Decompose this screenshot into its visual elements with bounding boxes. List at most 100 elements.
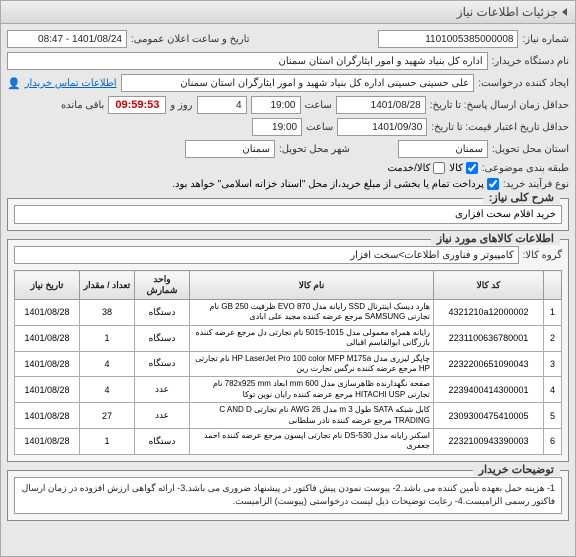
items-section-title: اطلاعات کالاهای مورد نیاز (431, 232, 560, 245)
cell-qty: 1 (80, 325, 135, 351)
purchase-note-text: پرداخت تمام یا بخشی از مبلغ خرید،از محل … (172, 179, 484, 190)
cell-name: صفحه نگهدارنده ظاهرسازی مدل mm 600 ابعاد… (190, 377, 434, 403)
cat-goods-input[interactable] (466, 162, 478, 174)
cell-date: 1401/08/28 (15, 403, 80, 429)
validity-time: 19:00 (252, 118, 302, 136)
cell-idx: 5 (544, 403, 562, 429)
col-qty: تعداد / مقدار (80, 271, 135, 300)
need-no-label: شماره نیاز: (522, 34, 569, 45)
cell-qty: 38 (80, 300, 135, 326)
need-no-field: 1101005385000008 (378, 30, 518, 48)
province-field: سمنان (398, 140, 488, 158)
requester-field: علی حسینی حسینی اداره کل بنیاد شهید و ام… (121, 74, 475, 92)
cell-name: رایانه همراه معمولی مدل 1015-5015 نام تج… (190, 325, 434, 351)
deadline-date: 1401/08/28 (336, 96, 426, 114)
col-code: کد کالا (434, 271, 544, 300)
title-bar: جزئیات اطلاعات نیاز (1, 1, 575, 24)
validity-date: 1401/09/30 (337, 118, 427, 136)
window-title: جزئیات اطلاعات نیاز (457, 5, 558, 19)
contact-link[interactable]: اطلاعات تماس خریدار (25, 78, 117, 89)
city-field: سمنان (185, 140, 275, 158)
cat-service-input[interactable] (433, 162, 445, 174)
deadline-time: 19:00 (251, 96, 301, 114)
items-table: کد کالا نام کالا واحد شمارش تعداد / مقدا… (14, 270, 562, 455)
validity-time-label: ساعت (306, 122, 333, 133)
cell-code: 2239400414300001 (434, 377, 544, 403)
need-desc-field: خرید اقلام سخت افزاری (14, 205, 562, 224)
province-label: استان محل تحویل: (492, 144, 569, 155)
public-time-label: تاریخ و ساعت اعلان عمومی: (131, 34, 250, 45)
col-date: تاریخ نیاز (15, 271, 80, 300)
cat-goods-label: کالا (449, 163, 463, 174)
cell-unit: دستگاه (135, 325, 190, 351)
cell-name: کابل شبکه SATA طول m 3 مدل AWG 26 نام تج… (190, 403, 434, 429)
content-area: شماره نیاز: 1101005385000008 تاریخ و ساع… (1, 24, 575, 527)
cell-code: 2232100943390003 (434, 428, 544, 454)
group-label: گروه کالا: (523, 250, 562, 261)
public-time-field: 1401/08/24 - 08:47 (7, 30, 127, 48)
cell-date: 1401/08/28 (15, 351, 80, 377)
table-row: 14321210a12000002هارد دیسک اینترنال SSD … (15, 300, 562, 326)
notes-section: توضیحات خریدار 1- هزینه حمل بعهده تأمین … (7, 470, 569, 521)
countdown: 09:59:53 (108, 96, 166, 114)
cell-name: هارد دیسک اینترنال SSD رایانه مدل EVO 87… (190, 300, 434, 326)
cell-code: 4321210a12000002 (434, 300, 544, 326)
purchase-type-label: نوع فرآیند خرید: (503, 179, 569, 190)
notes-title: توضیحات خریدار (473, 463, 560, 476)
requester-label: ایجاد کننده درخواست: (478, 78, 569, 89)
cell-name: چاپگر لیزری مدل HP LaserJet Pro 100 colo… (190, 351, 434, 377)
cat-goods-checkbox[interactable]: کالا (449, 162, 478, 174)
cell-code: 2232200651090043 (434, 351, 544, 377)
person-icon: 👤 (7, 77, 21, 90)
cell-unit: عدد (135, 377, 190, 403)
remaining-suffix: روز و (170, 100, 192, 111)
chevron-icon (562, 8, 567, 16)
validity-label: حداقل تاریخ اعتبار قیمت: تا تاریخ: (431, 122, 569, 133)
need-desc-section: شرح کلی نیاز: خرید اقلام سخت افزاری (7, 198, 569, 231)
cell-idx: 2 (544, 325, 562, 351)
remaining-days: 4 (197, 96, 247, 114)
group-field: کامپیوتر و فناوری اطلاعات>سخت افزار (14, 246, 519, 264)
table-row: 22231100636780001رایانه همراه معمولی مدل… (15, 325, 562, 351)
purchase-note-checkbox[interactable]: پرداخت تمام یا بخشی از مبلغ خرید،از محل … (172, 178, 499, 190)
buyer-org-field: اداره کل بنیاد شهید و امور ایثارگران است… (7, 52, 488, 70)
cell-unit: عدد (135, 403, 190, 429)
category-label: طبقه بندی موضوعی: (482, 163, 569, 174)
cell-idx: 1 (544, 300, 562, 326)
cell-idx: 3 (544, 351, 562, 377)
col-idx (544, 271, 562, 300)
city-label: شهر محل تحویل: (279, 144, 350, 155)
remaining-end: باقی مانده (61, 100, 104, 111)
cat-service-label: کالا/خدمت (387, 163, 430, 174)
window: جزئیات اطلاعات نیاز شماره نیاز: 11010053… (0, 0, 576, 557)
items-section: اطلاعات کالاهای مورد نیاز گروه کالا: کام… (7, 239, 569, 462)
cell-qty: 4 (80, 377, 135, 403)
table-header-row: کد کالا نام کالا واحد شمارش تعداد / مقدا… (15, 271, 562, 300)
cell-unit: دستگاه (135, 300, 190, 326)
cell-qty: 27 (80, 403, 135, 429)
col-name: نام کالا (190, 271, 434, 300)
deadline-time-label: ساعت (305, 100, 332, 111)
cell-idx: 6 (544, 428, 562, 454)
table-row: 4 2239400414300001صفحه نگهدارنده ظاهرسازی… (15, 377, 562, 403)
table-row: 52309300475410005کابل شبکه SATA طول m 3 … (15, 403, 562, 429)
notes-content: 1- هزینه حمل بعهده تأمین کننده می باشد.2… (14, 477, 562, 514)
cell-date: 1401/08/28 (15, 428, 80, 454)
deadline-label: حداقل زمان ارسال پاسخ: تا تاریخ: (430, 100, 569, 111)
cell-date: 1401/08/28 (15, 377, 80, 403)
cell-date: 1401/08/28 (15, 300, 80, 326)
cell-date: 1401/08/28 (15, 325, 80, 351)
cell-name: اسکنر رایانه مدل DS-530 نام تجارتی اپسون… (190, 428, 434, 454)
table-row: 32232200651090043چاپگر لیزری مدل HP Lase… (15, 351, 562, 377)
cell-code: 2309300475410005 (434, 403, 544, 429)
cell-qty: 1 (80, 428, 135, 454)
cell-unit: دستگاه (135, 428, 190, 454)
table-row: 62232100943390003اسکنر رایانه مدل DS-530… (15, 428, 562, 454)
buyer-org-label: نام دستگاه خریدار: (492, 56, 569, 67)
cell-qty: 4 (80, 351, 135, 377)
col-unit: واحد شمارش (135, 271, 190, 300)
purchase-note-input[interactable] (487, 178, 499, 190)
cat-service-checkbox[interactable]: کالا/خدمت (387, 162, 445, 174)
cell-unit: دستگاه (135, 351, 190, 377)
cell-code: 2231100636780001 (434, 325, 544, 351)
